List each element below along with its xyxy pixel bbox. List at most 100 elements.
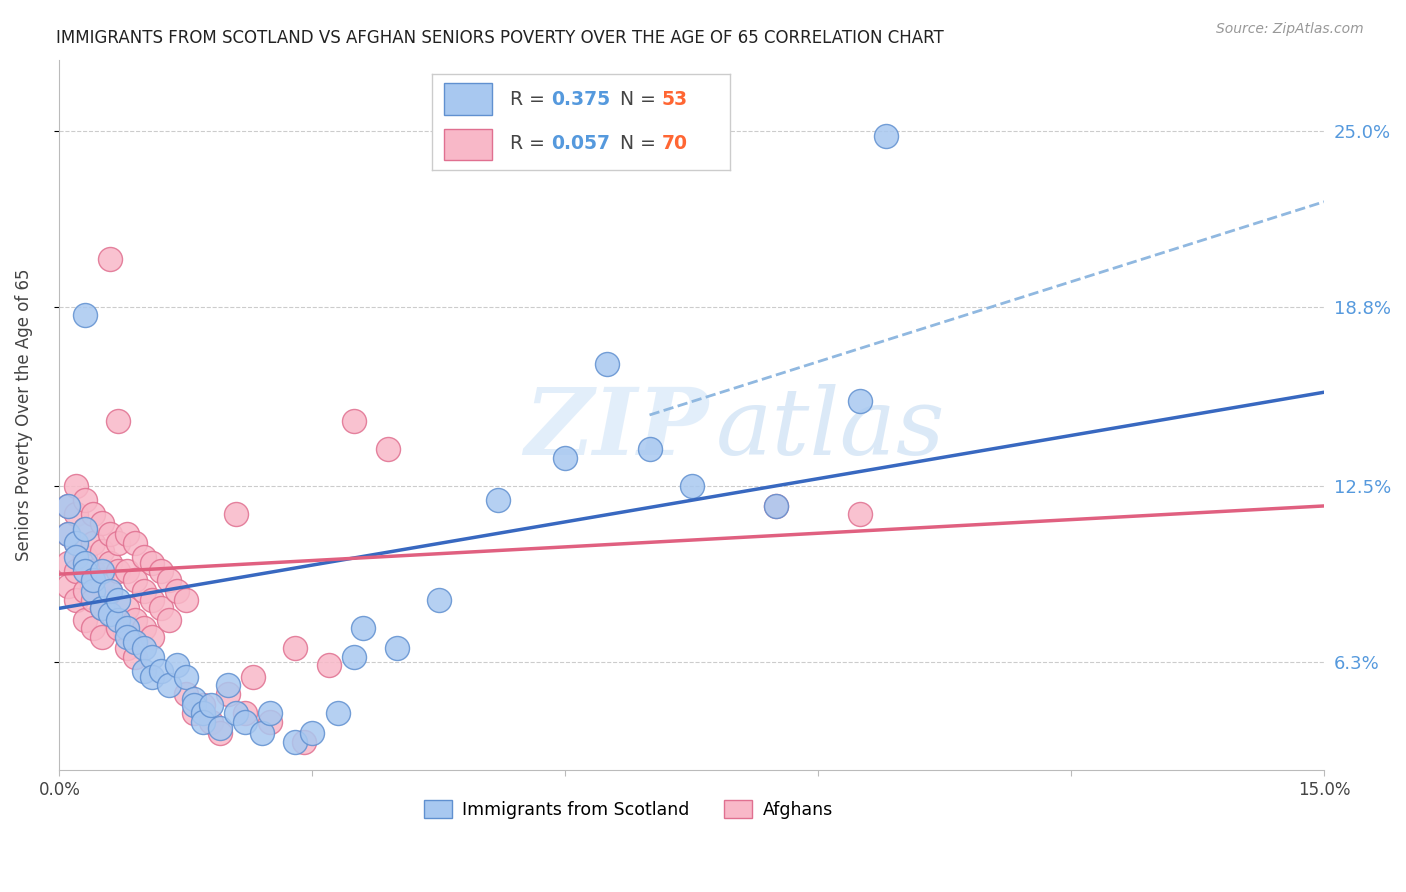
Point [132, 550, 155, 565]
Point [141, 649, 163, 664]
Point [638, 442, 661, 456]
Point [765, 499, 787, 513]
Point [343, 414, 366, 428]
Point [98, 584, 121, 599]
Point [65, 536, 87, 550]
Point [65, 536, 87, 550]
Point [124, 635, 146, 649]
Point [73, 522, 96, 536]
Point [90, 601, 112, 615]
Point [681, 479, 703, 493]
Point [90, 544, 112, 558]
Point [115, 630, 138, 644]
Text: IMMIGRANTS FROM SCOTLAND VS AFGHAN SENIORS POVERTY OVER THE AGE OF 65 CORRELATIO: IMMIGRANTS FROM SCOTLAND VS AFGHAN SENIO… [56, 29, 943, 46]
Point [82, 592, 104, 607]
Point [82, 508, 104, 522]
Point [82, 573, 104, 587]
Point [98, 527, 121, 541]
Point [554, 450, 576, 465]
Point [217, 687, 239, 701]
Point [385, 641, 408, 656]
Point [191, 706, 214, 721]
Point [107, 414, 129, 428]
Point [849, 508, 872, 522]
Point [208, 721, 231, 735]
Point [208, 726, 231, 740]
Point [115, 565, 138, 579]
Point [141, 669, 163, 683]
Point [124, 613, 146, 627]
Point [259, 706, 281, 721]
Point [200, 698, 222, 712]
Point [292, 735, 315, 749]
Point [82, 584, 104, 599]
Y-axis label: Seniors Poverty Over the Age of 65: Seniors Poverty Over the Age of 65 [15, 268, 32, 561]
Point [596, 357, 619, 371]
Point [124, 536, 146, 550]
Point [132, 584, 155, 599]
Point [90, 573, 112, 587]
Point [343, 649, 366, 664]
Point [765, 499, 787, 513]
Point [56, 527, 79, 541]
Point [56, 578, 79, 592]
Point [90, 630, 112, 644]
Point [284, 641, 307, 656]
Point [149, 664, 172, 678]
Point [115, 527, 138, 541]
Point [132, 641, 155, 656]
Point [191, 714, 214, 729]
Point [233, 714, 256, 729]
Point [73, 493, 96, 508]
Point [284, 735, 307, 749]
Point [73, 309, 96, 323]
Point [486, 493, 509, 508]
Point [56, 527, 79, 541]
Point [90, 601, 112, 615]
Point [56, 499, 79, 513]
Point [174, 592, 197, 607]
Point [98, 252, 121, 266]
Point [124, 649, 146, 664]
Point [183, 692, 205, 706]
Point [200, 714, 222, 729]
Point [233, 706, 256, 721]
Point [174, 687, 197, 701]
Text: ZIP: ZIP [523, 384, 709, 475]
Point [849, 393, 872, 408]
Point [217, 678, 239, 692]
Point [326, 706, 349, 721]
Point [73, 550, 96, 565]
Point [174, 669, 197, 683]
Point [107, 621, 129, 635]
Point [73, 522, 96, 536]
Point [318, 658, 340, 673]
Point [65, 592, 87, 607]
Point [90, 565, 112, 579]
Point [191, 698, 214, 712]
Point [107, 592, 129, 607]
Point [124, 573, 146, 587]
Point [225, 706, 247, 721]
Point [259, 714, 281, 729]
Point [149, 565, 172, 579]
Point [82, 536, 104, 550]
Point [65, 550, 87, 565]
Point [225, 508, 247, 522]
Point [73, 565, 96, 579]
Point [157, 678, 180, 692]
Point [115, 621, 138, 635]
Point [141, 556, 163, 570]
Point [377, 442, 399, 456]
Point [250, 726, 273, 740]
Point [90, 516, 112, 530]
Point [242, 669, 264, 683]
Point [115, 641, 138, 656]
Point [98, 556, 121, 570]
Point [157, 573, 180, 587]
Point [82, 565, 104, 579]
Point [141, 592, 163, 607]
Text: Source: ZipAtlas.com: Source: ZipAtlas.com [1216, 22, 1364, 37]
Point [65, 508, 87, 522]
Point [65, 565, 87, 579]
